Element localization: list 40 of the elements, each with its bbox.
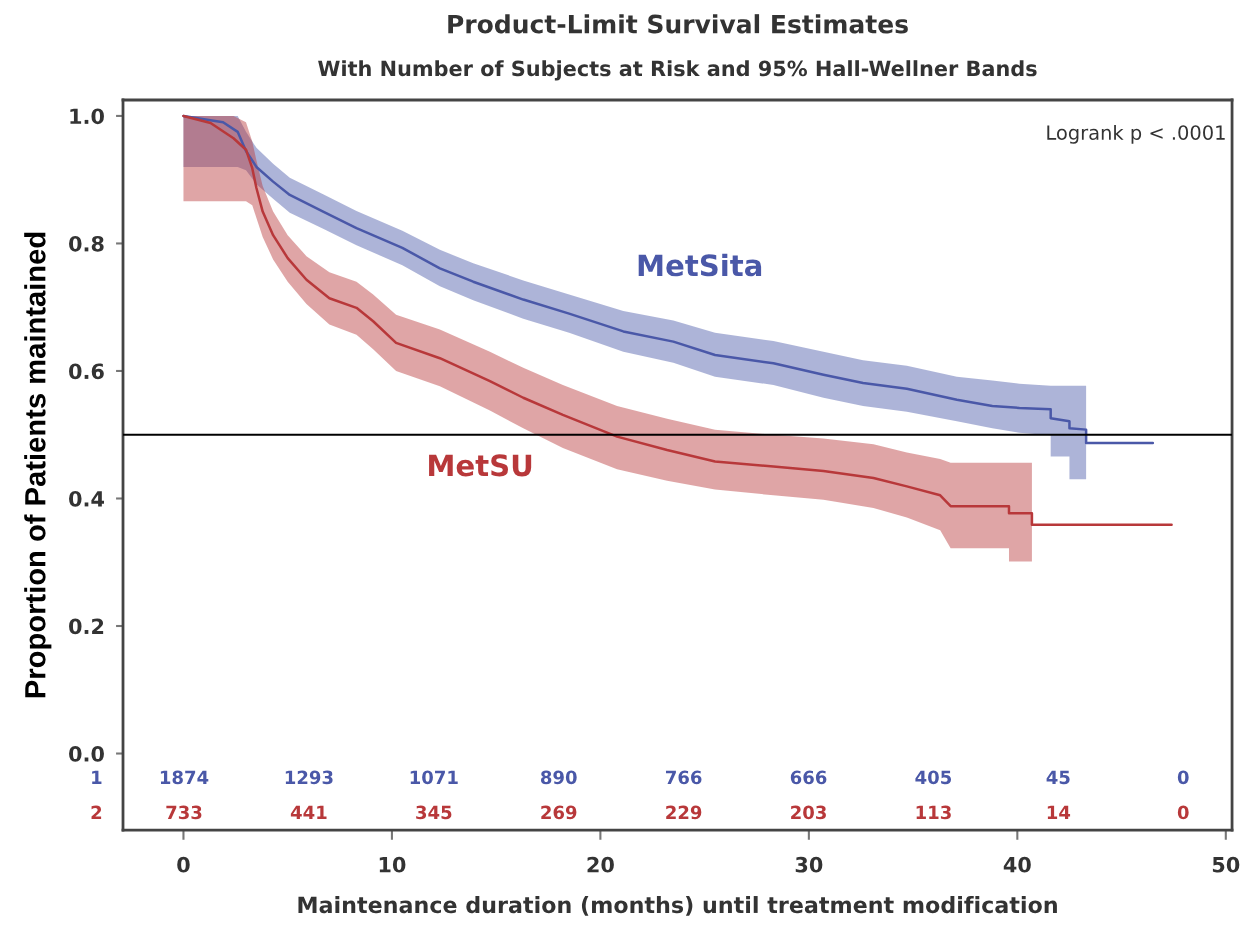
x-tick-label: 30 xyxy=(795,856,823,873)
annotation: 269 xyxy=(541,805,577,820)
annotation: 203 xyxy=(791,805,826,820)
annotation: 441 xyxy=(290,805,327,819)
y-tick-label: 0.2 xyxy=(69,618,104,635)
x-tick-label: 40 xyxy=(1003,856,1031,873)
y-tick-label: 0.8 xyxy=(69,235,104,252)
annotation: 405 xyxy=(915,770,952,785)
chart-title: Product-Limit Survival Estimates xyxy=(448,14,908,34)
text: 1 xyxy=(92,770,102,784)
chart-subtitle: With Number of Subjects at Risk and 95% Hall-Wellner Bands xyxy=(318,60,1037,81)
annotation: 1293 xyxy=(285,770,333,785)
annotation: 14 xyxy=(1047,805,1071,819)
y-tick-label: 0.4 xyxy=(69,490,104,507)
annotation: Logrank p < .0001 xyxy=(1047,124,1225,144)
annotation: 0 xyxy=(1177,805,1189,820)
annotation: 0 xyxy=(1177,770,1189,785)
y-tick-label: 1.0 xyxy=(70,108,104,125)
line-series xyxy=(182,114,1173,526)
y-axis-title: Proportion of Patients maintained xyxy=(24,232,52,698)
annotation: 733 xyxy=(166,805,202,820)
series-label: MetSU xyxy=(429,454,532,477)
x-tick-label: 10 xyxy=(379,856,406,873)
annotation: 113 xyxy=(916,805,951,820)
annotation: 766 xyxy=(665,770,702,785)
x-tick-label: 20 xyxy=(587,856,614,873)
x-tick-label: 0 xyxy=(177,856,190,873)
y-tick-label: 0.0 xyxy=(69,745,104,762)
annotation: 666 xyxy=(790,770,827,785)
annotation: 345 xyxy=(416,805,452,820)
annotation: 890 xyxy=(540,770,577,785)
y-tick-label: 0.6 xyxy=(69,363,104,380)
annotation: 229 xyxy=(666,805,702,820)
annotation: 45 xyxy=(1046,770,1070,785)
annotation: 1071 xyxy=(410,770,458,785)
annotation: 1874 xyxy=(160,770,209,785)
x-tick-label: 50 xyxy=(1212,856,1240,873)
x-axis-title: Maintenance duration (months) until treatment modification xyxy=(298,896,1057,916)
series-label: MetSita xyxy=(638,253,762,277)
text: 2 xyxy=(91,805,102,819)
